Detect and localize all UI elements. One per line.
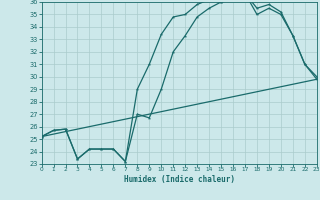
X-axis label: Humidex (Indice chaleur): Humidex (Indice chaleur) [124,175,235,184]
